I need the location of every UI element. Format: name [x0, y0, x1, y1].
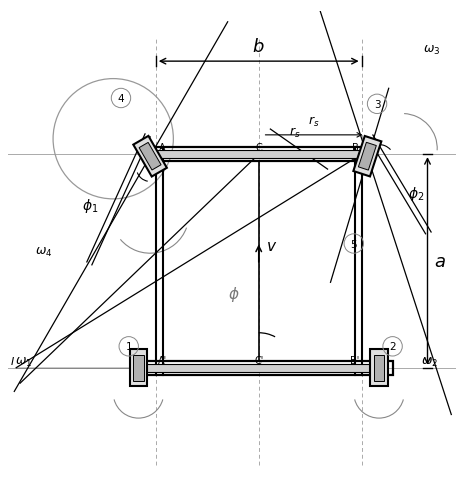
Polygon shape [152, 151, 363, 159]
Polygon shape [139, 143, 161, 171]
Polygon shape [141, 364, 383, 372]
Text: C: C [255, 142, 262, 153]
Text: $r_s$: $r_s$ [308, 115, 320, 129]
Text: $a$: $a$ [434, 252, 446, 270]
Polygon shape [133, 137, 167, 177]
Text: 5: 5 [350, 239, 357, 249]
Text: C': C' [254, 355, 263, 365]
Text: 2: 2 [389, 342, 396, 351]
Text: A': A' [158, 355, 167, 365]
Text: B': B' [350, 355, 360, 365]
Text: $\omega_3$: $\omega_3$ [423, 44, 440, 57]
Text: $\phi_1$: $\phi_1$ [82, 196, 98, 214]
Text: A: A [159, 142, 166, 153]
Text: 4: 4 [118, 94, 124, 104]
Text: $r_s$: $r_s$ [290, 126, 301, 140]
Polygon shape [374, 355, 384, 381]
Polygon shape [130, 349, 147, 386]
Text: 3: 3 [374, 100, 381, 110]
Text: I: I [11, 356, 14, 366]
Text: 1: 1 [126, 342, 132, 351]
Polygon shape [354, 137, 382, 177]
Polygon shape [133, 355, 144, 381]
Text: $\phi$: $\phi$ [228, 285, 239, 304]
Text: $\omega_4$: $\omega_4$ [35, 245, 52, 258]
Text: B: B [353, 142, 359, 153]
Text: $\omega_1$: $\omega_1$ [15, 356, 33, 368]
Text: $v$: $v$ [267, 239, 278, 253]
Polygon shape [370, 349, 388, 386]
Text: $b$: $b$ [253, 38, 265, 56]
Text: $\omega_2$: $\omega_2$ [421, 356, 438, 368]
Text: $\phi_2$: $\phi_2$ [408, 184, 424, 203]
Polygon shape [358, 143, 376, 171]
